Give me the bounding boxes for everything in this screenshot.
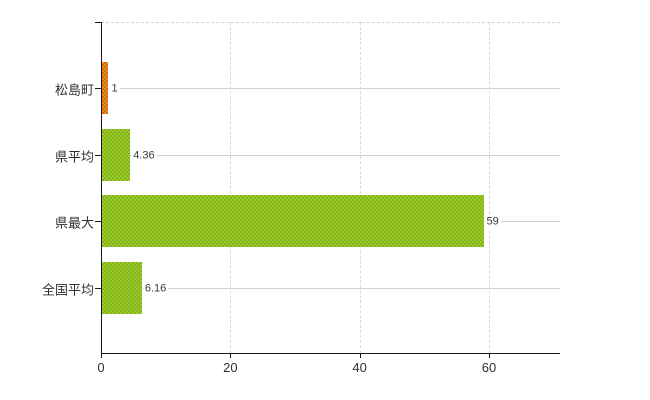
h-gridline bbox=[102, 154, 560, 156]
y-axis-tick bbox=[95, 221, 101, 222]
x-axis-tick bbox=[230, 354, 232, 358]
category-label: 全国平均 bbox=[41, 282, 94, 297]
x-axis-tick bbox=[359, 354, 361, 358]
y-axis-line bbox=[101, 22, 102, 358]
bar bbox=[102, 195, 484, 247]
bar bbox=[102, 62, 109, 114]
x-axis-tick bbox=[489, 354, 490, 358]
y-axis-tick bbox=[95, 287, 101, 289]
x-tick-label: 0 bbox=[97, 360, 105, 375]
value-label: 6.16 bbox=[142, 282, 169, 295]
value-label: 59 bbox=[484, 215, 501, 229]
x-tick-label: 60 bbox=[481, 360, 497, 375]
bar bbox=[102, 261, 142, 314]
value-label: 4.36 bbox=[131, 149, 157, 162]
x-tick-label: 40 bbox=[352, 360, 367, 375]
category-label: 松島町 bbox=[54, 82, 94, 98]
x-tick-label: 20 bbox=[223, 360, 238, 375]
bar bbox=[102, 128, 131, 181]
v-gridline bbox=[489, 22, 490, 353]
x-axis-tick bbox=[101, 354, 102, 358]
y-axis-tick bbox=[95, 154, 101, 156]
v-gridline bbox=[230, 22, 232, 353]
y-axis-tick bbox=[95, 88, 101, 89]
x-axis-line bbox=[101, 353, 560, 354]
value-label: 1 bbox=[109, 82, 120, 96]
v-gridline bbox=[359, 22, 361, 353]
plot-top-border bbox=[101, 22, 560, 23]
h-gridline bbox=[102, 287, 560, 289]
category-label: 県最大 bbox=[54, 215, 94, 231]
y-axis-top-tick bbox=[95, 22, 101, 23]
h-gridline bbox=[102, 88, 560, 89]
category-label: 県平均 bbox=[54, 149, 94, 164]
